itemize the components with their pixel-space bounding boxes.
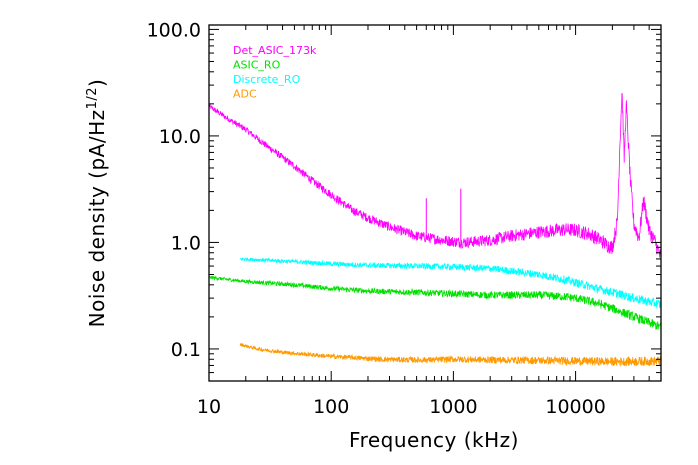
axis-ticks (208, 25, 662, 382)
x-tick-label: 10000 (545, 396, 605, 418)
x-tick-label: 10 (197, 396, 221, 418)
legend-entry: ADC (233, 88, 257, 101)
y-tick-label: 10.0 (159, 126, 201, 148)
legend-entry: Discrete_RO (233, 73, 301, 86)
axis-tick-labels: 10 100 1000 10000 0.1 1.0 10.0 100.0 (147, 19, 606, 418)
x-tick-label: 100 (313, 396, 349, 418)
legend-entry: Det_ASIC_173k (233, 44, 317, 57)
y-tick-label: 100.0 (147, 19, 201, 41)
series-line-0 (208, 92, 662, 258)
series-line-3 (239, 342, 662, 368)
y-tick-label: 1.0 (171, 232, 201, 254)
y-tick-label: 0.1 (171, 339, 201, 361)
series-line-2 (240, 257, 662, 309)
x-tick-label: 1000 (429, 396, 477, 418)
series-line-1 (208, 275, 662, 330)
plot-lines (208, 92, 662, 368)
x-axis-label: Frequency (kHz) (349, 428, 519, 452)
y-axis-label-main: Noise density (pA/Hz (85, 109, 109, 327)
plot-frame (208, 24, 662, 382)
y-axis-label-exponent: 1/2 (85, 87, 100, 109)
legend-entry: ASIC_RO (233, 59, 281, 72)
y-axis-label: Noise density (pA/Hz1/2) (85, 79, 109, 328)
y-axis-label-close: ) (85, 79, 109, 87)
